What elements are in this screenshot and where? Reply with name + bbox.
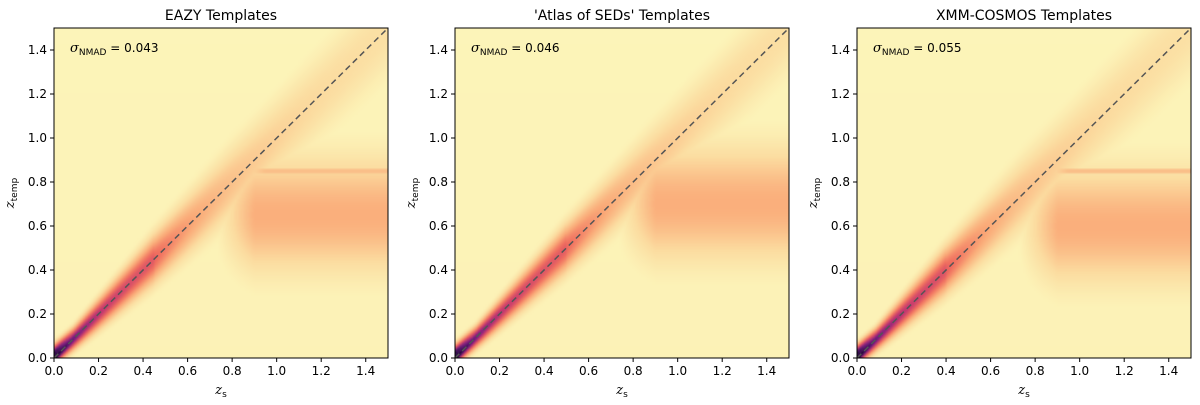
chart-title: XMM-COSMOS Templates [936,8,1112,24]
y-tick-label: 1.0 [28,131,47,145]
y-tick-label: 0.6 [28,219,47,233]
y-tick-label: 1.4 [28,43,47,57]
x-tick-label: 1.2 [1115,364,1134,378]
y-tick-label: 0.6 [831,219,850,233]
sigma-nmad-annotation: σNMAD = 0.046 [471,41,560,58]
y-tick-label: 1.2 [28,87,47,101]
plot-frame [53,27,389,359]
x-tick-label: 1.4 [1159,364,1178,378]
y-tick-label: 0.8 [28,175,47,189]
x-tick-label: 0.6 [178,364,197,378]
x-tick-label: 0.8 [223,364,242,378]
y-tick-label: 1.2 [831,87,850,101]
y-tick-label: 0.0 [831,351,850,365]
y-tick-label: 1.4 [429,43,448,57]
x-tick-label: 0.4 [134,364,153,378]
y-tick-label: 0.0 [429,351,448,365]
one-to-one-line [856,27,1192,359]
y-tick-label: 1.2 [429,87,448,101]
x-tick-label: 0.2 [89,364,108,378]
x-tick-label: 0.2 [490,364,509,378]
y-tick-label: 0.2 [831,307,850,321]
chart-panel: 0.0 0.2 0.4 0.6 0.8 1.0 1.2 1.4 0.0 0.2 0.4 0.6 0.8 1… [3,8,389,400]
y-tick-label: 0.8 [429,175,448,189]
y-tick-label: 0.4 [429,263,448,277]
chart-panel: 0.0 0.2 0.4 0.6 0.8 1.0 1.2 1.4 0.0 0.2 0.4 0.6 0.8 1… [806,8,1192,400]
x-tick-label: 1.2 [713,364,732,378]
y-tick-label: 0.0 [28,351,47,365]
x-tick-label: 0.6 [579,364,598,378]
x-axis-label: zs [615,383,628,400]
sigma-nmad-annotation: σNMAD = 0.055 [873,41,962,58]
x-tick-label: 1.0 [1070,364,1089,378]
y-tick-label: 0.4 [28,263,47,277]
sigma-nmad-annotation: σNMAD = 0.043 [70,41,159,58]
x-tick-label: 1.0 [267,364,286,378]
chart-panel: 0.0 0.2 0.4 0.6 0.8 1.0 1.2 1.4 0.0 0.2 0.4 0.6 0.8 1… [404,8,790,400]
y-axis-label: ztemp [404,178,421,210]
x-tick-label: 0.2 [892,364,911,378]
y-tick-label: 1.4 [831,43,850,57]
y-tick-label: 0.4 [831,263,850,277]
x-axis-label: zs [214,383,227,400]
y-tick-label: 0.6 [429,219,448,233]
one-to-one-line [454,27,790,359]
y-tick-label: 0.2 [28,307,47,321]
x-tick-label: 0.0 [847,364,866,378]
y-axis-label: ztemp [3,178,20,210]
x-tick-label: 0.8 [1026,364,1045,378]
plot-frame [454,27,790,359]
x-tick-label: 0.0 [445,364,464,378]
plot-frame [856,27,1192,359]
x-axis-label: zs [1017,383,1030,400]
x-tick-label: 1.4 [356,364,375,378]
x-tick-label: 0.4 [937,364,956,378]
x-tick-label: 0.8 [624,364,643,378]
y-tick-label: 1.0 [429,131,448,145]
y-tick-label: 0.8 [831,175,850,189]
x-tick-label: 1.4 [757,364,776,378]
x-tick-label: 1.2 [312,364,331,378]
x-tick-label: 0.0 [44,364,63,378]
chart-title: EAZY Templates [165,8,277,24]
x-tick-label: 0.6 [981,364,1000,378]
y-tick-label: 0.2 [429,307,448,321]
chart-title: 'Atlas of SEDs' Templates [534,8,710,24]
one-to-one-line [53,27,389,359]
y-axis-label: ztemp [806,178,823,210]
x-tick-label: 1.0 [668,364,687,378]
y-tick-label: 1.0 [831,131,850,145]
x-tick-label: 0.4 [535,364,554,378]
